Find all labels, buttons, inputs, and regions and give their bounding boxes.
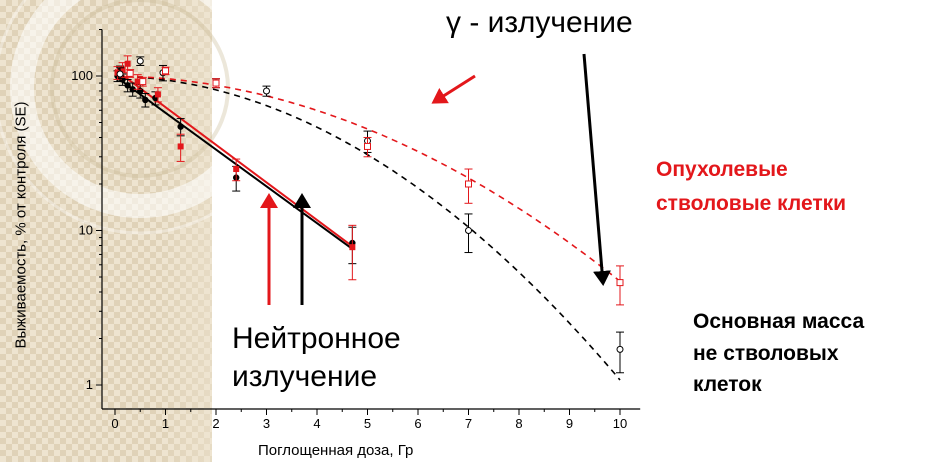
y-tick-label: 1 [86, 377, 93, 392]
data-point [263, 87, 270, 95]
data-point [124, 60, 131, 67]
bulk-label-line3: клеток [693, 373, 762, 396]
data-point [119, 66, 126, 73]
data-point [142, 96, 149, 104]
x-tick-label: 0 [111, 416, 118, 431]
neutron-label-line1: Нейтронное [232, 322, 401, 355]
data-point [616, 345, 624, 353]
data-point [177, 143, 184, 150]
x-tick-label: 6 [414, 416, 421, 431]
x-tick-label: 2 [212, 416, 219, 431]
data-point [465, 227, 472, 234]
decorative-side-fade [160, 0, 212, 462]
data-point [129, 86, 136, 93]
data-point [233, 166, 240, 173]
gamma-fit-curve [114, 75, 621, 282]
bulk-label-line2: не стволовых [693, 341, 839, 365]
bulk-label-line1: Основная масса [693, 310, 865, 333]
x-tick-label: 7 [465, 416, 472, 431]
gamma-radiation-label: γ - излучение [446, 6, 633, 39]
data-point [177, 123, 184, 130]
decorative-ring-outer [10, 0, 270, 218]
data-point [212, 79, 220, 87]
x-tick-label: 4 [313, 416, 320, 431]
data-point [465, 180, 472, 188]
data-point [349, 244, 356, 251]
neutron-radiation-label: Нейтронное излучение [232, 320, 401, 395]
x-tick-label: 5 [364, 416, 371, 431]
decorative-ring-thin [0, 0, 287, 235]
data-point [126, 69, 134, 77]
annotation-arrow [431, 74, 476, 104]
x-tick-label: 1 [162, 416, 169, 431]
x-tick-label: 9 [566, 416, 573, 431]
y-axis-label: Выживаемость, % от контроля (SE) [12, 101, 30, 349]
neutron-fit-line [114, 75, 353, 250]
data-point [136, 57, 144, 65]
data-point [154, 91, 161, 98]
bulk-non-stem-cells-label: Основная масса не стволовых клеток [693, 306, 864, 401]
data-point [124, 82, 131, 89]
data-point [616, 279, 624, 287]
x-tick-label: 10 [613, 416, 627, 431]
data-point [134, 78, 141, 85]
y-tick-label: 100 [71, 68, 93, 83]
data-point [364, 142, 371, 150]
data-point [162, 67, 169, 75]
data-point [139, 78, 147, 86]
annotation-arrow [582, 53, 611, 286]
x-tick-label: 3 [263, 416, 270, 431]
stem-label-line2: стволовые клетки [656, 191, 847, 215]
x-axis-label: Поглощенная доза, Гр [258, 442, 414, 459]
y-tick-label: 10 [79, 223, 93, 238]
tumor-stem-cells-label: Опухолевые стволовые клетки [656, 153, 846, 220]
stem-label-line1: Опухолевые [656, 158, 788, 181]
x-tick-label: 8 [515, 416, 522, 431]
neutron-fit-line [114, 68, 353, 248]
neutron-label-line2: излучение [232, 359, 378, 393]
data-point [116, 70, 124, 78]
